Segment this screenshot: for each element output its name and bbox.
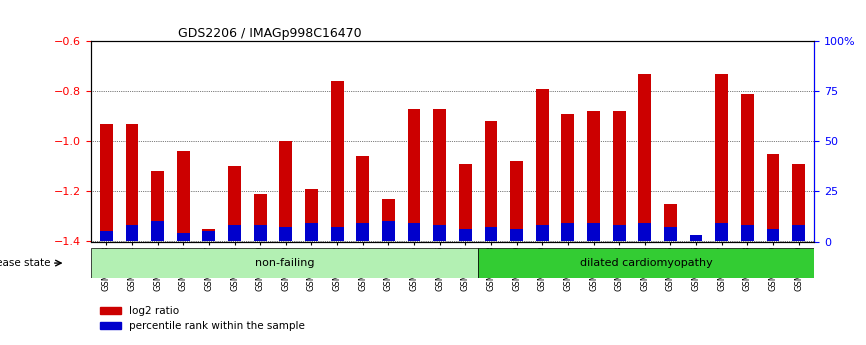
Text: disease state: disease state [0, 258, 50, 268]
Bar [100, 124, 113, 242]
Bar [510, 229, 523, 241]
Bar [356, 224, 369, 241]
Bar [715, 224, 728, 241]
Text: dilated cardiomyopathy: dilated cardiomyopathy [580, 258, 713, 268]
Bar [203, 231, 216, 241]
Bar [433, 109, 446, 242]
Bar [459, 229, 472, 241]
Bar [478, 248, 814, 278]
Bar [203, 229, 216, 242]
Bar [331, 227, 344, 242]
Bar [741, 94, 753, 241]
Bar [408, 224, 420, 241]
Bar [613, 226, 625, 241]
Text: non-failing: non-failing [255, 258, 314, 268]
Bar [228, 167, 241, 242]
Bar [638, 224, 651, 241]
Bar [356, 156, 369, 241]
Bar [664, 227, 677, 242]
Bar [280, 227, 292, 242]
Bar [613, 111, 625, 241]
Bar [305, 224, 318, 241]
Bar [459, 164, 472, 242]
Bar [177, 151, 190, 242]
Bar [126, 124, 139, 242]
Bar [433, 226, 446, 241]
Bar [561, 114, 574, 242]
Bar [152, 221, 164, 242]
Bar [280, 141, 292, 242]
Bar [766, 154, 779, 242]
Bar [152, 171, 164, 242]
Bar [536, 89, 549, 242]
Bar [664, 204, 677, 241]
Bar [587, 224, 600, 241]
Bar [792, 164, 805, 242]
Bar [177, 234, 190, 242]
Bar [561, 224, 574, 241]
Bar [766, 229, 779, 241]
Bar [741, 226, 753, 241]
Bar [382, 199, 395, 242]
Bar [715, 74, 728, 242]
Bar [638, 74, 651, 242]
Bar [254, 226, 267, 241]
Bar [510, 161, 523, 242]
Bar [254, 194, 267, 241]
Bar [100, 231, 113, 241]
Bar [305, 189, 318, 241]
Bar [331, 81, 344, 242]
Legend: log2 ratio, percentile rank within the sample: log2 ratio, percentile rank within the s… [96, 302, 309, 335]
Text: GDS2206 / IMAGp998C16470: GDS2206 / IMAGp998C16470 [178, 27, 361, 40]
Bar [792, 226, 805, 241]
Bar [587, 111, 600, 241]
Bar [126, 226, 139, 241]
Bar [485, 121, 497, 242]
Bar [536, 226, 549, 241]
Bar [689, 236, 702, 242]
Bar [382, 221, 395, 242]
Bar [485, 227, 497, 242]
Bar [91, 248, 478, 278]
Bar [408, 109, 420, 242]
Bar [228, 226, 241, 241]
